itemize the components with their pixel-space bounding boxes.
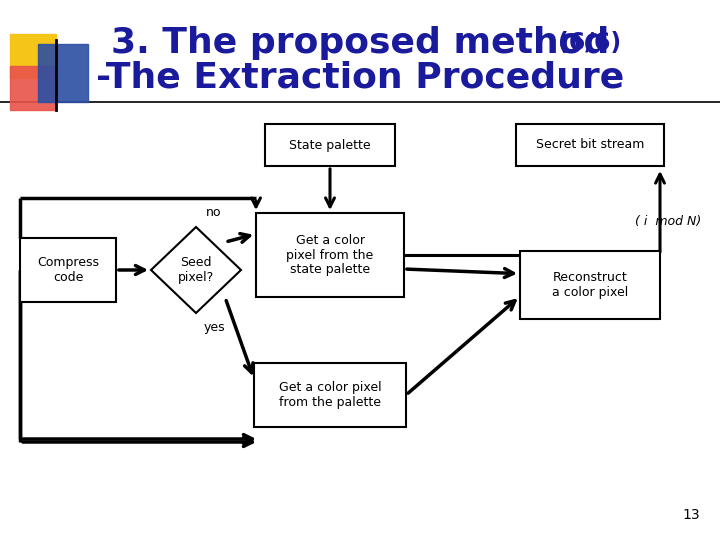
Text: no: no [206, 206, 222, 219]
Text: 13: 13 [683, 508, 700, 522]
Text: (6/6): (6/6) [559, 31, 621, 55]
Text: yes: yes [203, 321, 225, 334]
Text: Get a color pixel
from the palette: Get a color pixel from the palette [279, 381, 382, 409]
FancyBboxPatch shape [20, 238, 116, 302]
Text: -The Extraction Procedure: -The Extraction Procedure [96, 60, 624, 94]
Bar [10, 66, 56, 110]
Text: Compress
code: Compress code [37, 256, 99, 284]
Bar [10, 34, 56, 78]
Text: Get a color
pixel from the
state palette: Get a color pixel from the state palette [287, 233, 374, 276]
FancyBboxPatch shape [520, 251, 660, 319]
Text: ( i  mod N): ( i mod N) [635, 215, 701, 228]
FancyBboxPatch shape [256, 213, 404, 297]
FancyBboxPatch shape [254, 363, 406, 427]
Bar [38, 44, 88, 102]
Text: Seed
pixel?: Seed pixel? [178, 256, 214, 284]
Polygon shape [151, 227, 241, 313]
FancyBboxPatch shape [265, 124, 395, 166]
Text: 3. The proposed method: 3. The proposed method [111, 26, 609, 60]
Text: Secret bit stream: Secret bit stream [536, 138, 644, 152]
FancyBboxPatch shape [516, 124, 664, 166]
Text: Reconstruct
a color pixel: Reconstruct a color pixel [552, 271, 628, 299]
Text: State palette: State palette [289, 138, 371, 152]
